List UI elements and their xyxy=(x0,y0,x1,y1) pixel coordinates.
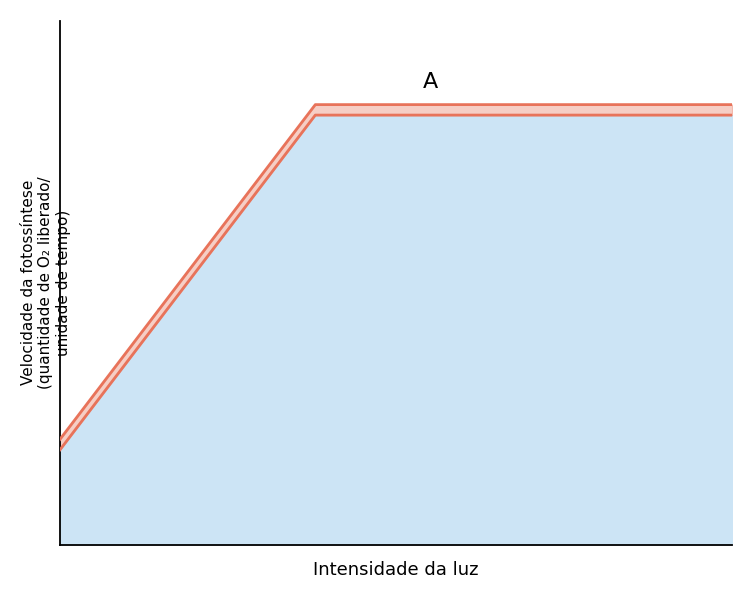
Y-axis label: Velocidade da fotossíntese
(quantidade de O₂ liberado/
unidade de tempo): Velocidade da fotossíntese (quantidade d… xyxy=(21,176,71,389)
Text: A: A xyxy=(422,71,438,92)
X-axis label: Intensidade da luz: Intensidade da luz xyxy=(313,561,479,579)
